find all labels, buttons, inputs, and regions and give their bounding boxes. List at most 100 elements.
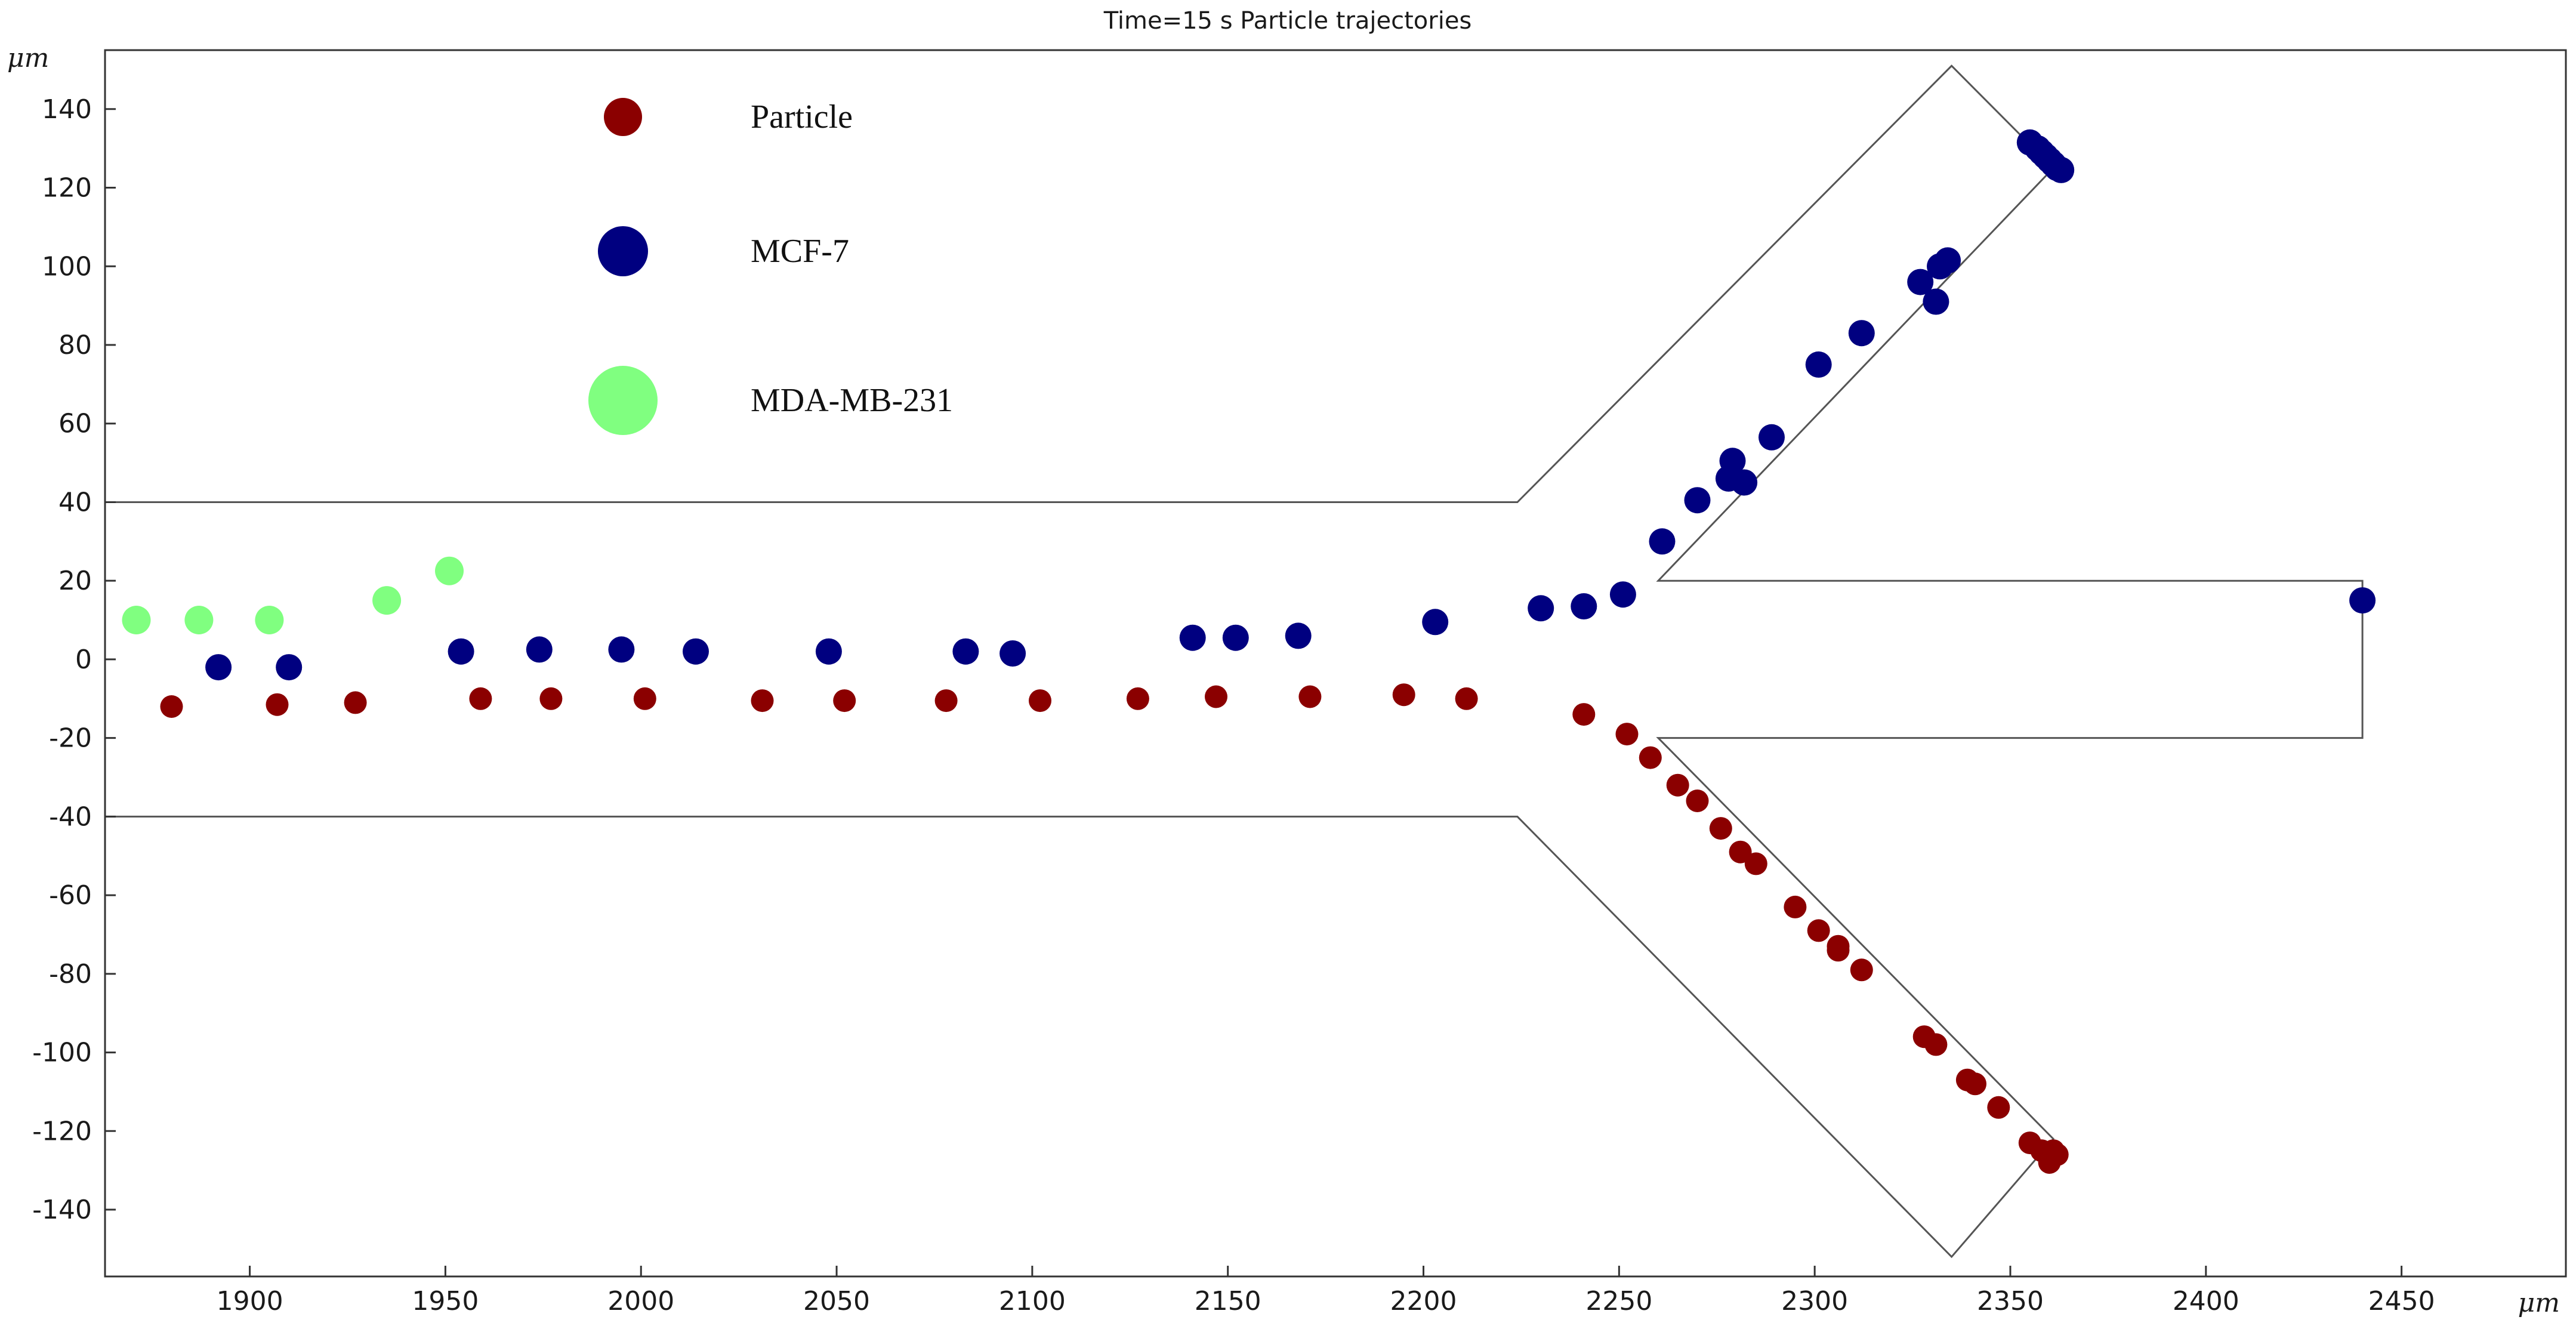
y-tick-label: -120 bbox=[32, 1116, 92, 1146]
plot-area-frame bbox=[104, 49, 2567, 1278]
data-point bbox=[1285, 622, 1312, 649]
data-point bbox=[1222, 624, 1249, 651]
y-tick-label: -140 bbox=[32, 1195, 92, 1225]
data-point bbox=[469, 687, 492, 710]
data-point bbox=[526, 636, 553, 663]
data-point bbox=[1179, 624, 1206, 651]
x-axis-unit: μm bbox=[2518, 1288, 2560, 1318]
data-point bbox=[1827, 935, 1850, 958]
data-point bbox=[2349, 587, 2376, 614]
data-point bbox=[435, 556, 464, 585]
legend-entry: MCF-7 bbox=[598, 226, 849, 276]
data-point bbox=[1422, 609, 1449, 636]
data-point bbox=[122, 606, 151, 634]
legend: Particle MCF-7 MDA-MB-231 bbox=[588, 98, 953, 435]
x-tick-label: 1900 bbox=[217, 1286, 283, 1316]
y-tick-label: -40 bbox=[49, 801, 92, 832]
x-tick-label: 2000 bbox=[607, 1286, 674, 1316]
data-point bbox=[2048, 156, 2075, 183]
x-tick-label: 2300 bbox=[1781, 1286, 1848, 1316]
x-tick-label: 2200 bbox=[1390, 1286, 1457, 1316]
data-point bbox=[1759, 424, 1785, 451]
data-point bbox=[1528, 595, 1554, 622]
data-point bbox=[184, 606, 214, 634]
data-point bbox=[539, 687, 563, 710]
data-point bbox=[1731, 469, 1758, 496]
x-tick-label: 1950 bbox=[412, 1286, 479, 1316]
legend-marker bbox=[604, 98, 642, 136]
data-point bbox=[1924, 1033, 1948, 1056]
data-point bbox=[276, 654, 303, 681]
data-point bbox=[683, 638, 709, 665]
data-point bbox=[833, 689, 856, 713]
x-tick-label: 2050 bbox=[803, 1286, 870, 1316]
y-tick-label: 80 bbox=[58, 330, 92, 360]
x-tick-label: 2100 bbox=[999, 1286, 1066, 1316]
data-point bbox=[1784, 895, 1807, 918]
data-point bbox=[160, 695, 183, 718]
data-point bbox=[1964, 1072, 1986, 1096]
data-point bbox=[1907, 269, 1934, 295]
y-tick-label: -20 bbox=[49, 723, 92, 754]
y-axis-unit: μm bbox=[7, 43, 49, 73]
x-tick-label: 2350 bbox=[1977, 1286, 2044, 1316]
data-points bbox=[122, 129, 2376, 1174]
data-point bbox=[1709, 817, 1732, 840]
x-tick-label: 2450 bbox=[2368, 1286, 2435, 1316]
data-point bbox=[952, 638, 979, 665]
y-tick-label: 60 bbox=[58, 409, 92, 439]
legend-label: MDA-MB-231 bbox=[751, 382, 953, 419]
data-point bbox=[1126, 687, 1149, 710]
data-point bbox=[1807, 919, 1830, 942]
data-point bbox=[1571, 593, 1597, 619]
data-point bbox=[608, 636, 635, 663]
data-point bbox=[1666, 773, 1689, 797]
data-point bbox=[1205, 685, 1227, 708]
y-tick-label: 20 bbox=[58, 566, 92, 596]
data-point bbox=[1719, 448, 1746, 474]
legend-marker bbox=[588, 366, 658, 435]
data-point bbox=[1923, 288, 1949, 315]
data-point bbox=[934, 689, 958, 713]
y-tick-label: 140 bbox=[42, 94, 92, 125]
data-point bbox=[1298, 685, 1322, 708]
data-point bbox=[1029, 689, 1051, 713]
legend-label: MCF-7 bbox=[751, 233, 849, 270]
data-point bbox=[205, 654, 232, 681]
data-point bbox=[633, 687, 656, 710]
y-tick-label: 0 bbox=[75, 645, 92, 675]
legend-marker bbox=[598, 226, 648, 276]
data-point bbox=[266, 693, 289, 716]
series-mcf-7 bbox=[205, 129, 2376, 681]
data-point bbox=[1987, 1096, 2010, 1119]
y-tick-label: -80 bbox=[49, 959, 92, 989]
data-point bbox=[2046, 1143, 2069, 1166]
legend-label: Particle bbox=[751, 98, 853, 135]
data-point bbox=[448, 638, 474, 665]
y-tick-label: 100 bbox=[42, 251, 92, 282]
x-tick-label: 2150 bbox=[1195, 1286, 1261, 1316]
data-point bbox=[1392, 683, 1415, 707]
y-tick-label: -60 bbox=[49, 880, 92, 911]
data-point bbox=[751, 689, 774, 713]
data-point bbox=[1684, 487, 1711, 514]
data-point bbox=[1572, 703, 1596, 726]
data-point bbox=[1686, 790, 1709, 812]
data-point bbox=[1455, 687, 1478, 710]
data-point bbox=[1848, 320, 1875, 347]
y-tick-label: 120 bbox=[42, 173, 92, 203]
data-point bbox=[999, 640, 1026, 667]
x-tick-label: 2400 bbox=[2173, 1286, 2239, 1316]
data-point bbox=[1850, 958, 1873, 982]
data-point bbox=[344, 691, 367, 714]
series-particle bbox=[160, 683, 2069, 1174]
legend-entry: MDA-MB-231 bbox=[588, 366, 953, 435]
axis-ticks: 1900 1950 2000 2050 2100 2150 2200 2250 2300 2350… bbox=[32, 94, 2435, 1316]
y-tick-label: -100 bbox=[32, 1038, 92, 1068]
data-point bbox=[1615, 723, 1639, 746]
data-point bbox=[1744, 852, 1767, 875]
channel-wall bbox=[105, 64, 2364, 1259]
data-point bbox=[1729, 840, 1752, 864]
